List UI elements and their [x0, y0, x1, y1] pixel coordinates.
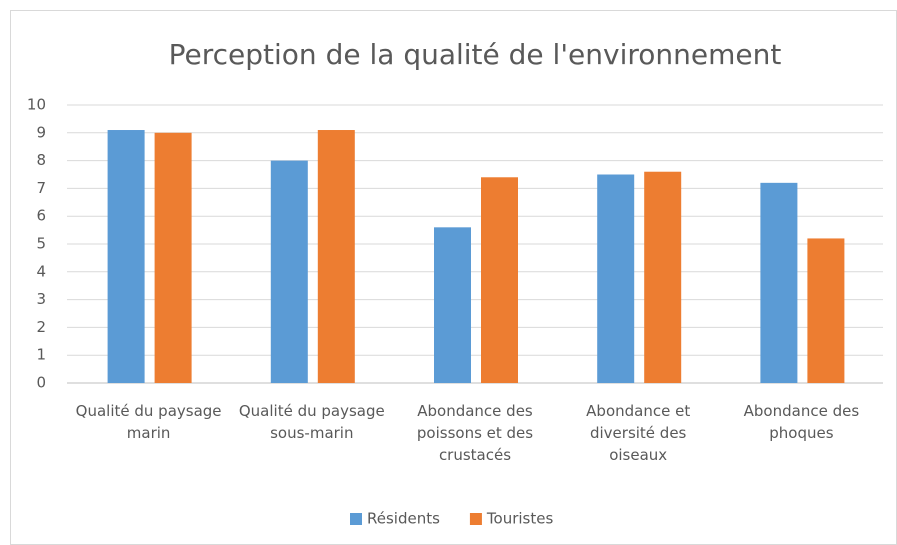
bar	[154, 132, 192, 383]
y-tick-label: 2	[36, 318, 46, 336]
x-tick-label: Abondance des poissons et des crustacés	[416, 402, 534, 464]
bar	[644, 171, 682, 383]
legend-label: Touristes	[486, 510, 554, 528]
bar	[481, 177, 518, 383]
y-tick-label: 10	[27, 96, 46, 114]
chart-title: Perception de la qualité de l'environnem…	[169, 38, 782, 71]
y-tick-label: 8	[36, 151, 46, 169]
bar	[434, 227, 471, 383]
y-tick-label: 4	[36, 262, 46, 280]
y-tick-label: 0	[36, 374, 46, 392]
bar	[270, 160, 308, 383]
legend-swatch	[469, 513, 482, 525]
y-tick-label: 1	[36, 346, 46, 364]
x-tick-label: Qualité du paysage sous-marin	[238, 402, 385, 442]
bar	[597, 174, 635, 383]
bar	[760, 182, 798, 383]
y-tick-label: 3	[36, 290, 46, 308]
x-tick-label: Abondance et diversité des oiseaux	[586, 402, 691, 464]
bar	[107, 130, 145, 383]
y-tick-label: 6	[36, 207, 46, 225]
bar	[317, 130, 355, 383]
bar	[807, 238, 845, 383]
legend-label: Résidents	[367, 510, 440, 528]
legend-swatch	[350, 513, 362, 525]
y-tick-label: 9	[36, 123, 46, 141]
y-tick-label: 7	[36, 179, 46, 197]
x-tick-label: Abondance des phoques	[743, 402, 860, 442]
x-tick-label: Qualité du paysage marin	[75, 402, 222, 442]
y-tick-label: 5	[36, 235, 46, 253]
